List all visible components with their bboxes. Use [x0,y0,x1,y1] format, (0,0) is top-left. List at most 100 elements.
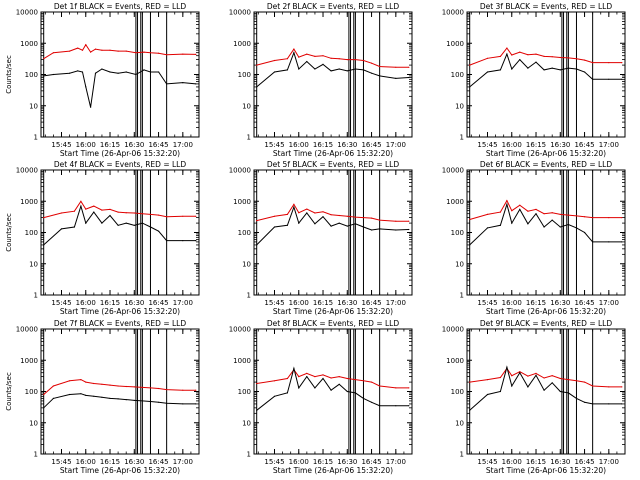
data-point-lld [551,56,553,58]
data-point-lld [395,66,397,68]
data-point-lld [469,218,471,221]
x-tick-label: 16:15 [526,299,546,307]
data-point-lld [293,203,295,205]
data-point-lld [346,377,348,380]
y-axis-label: Counts/sec [5,372,13,411]
data-point-events [559,226,561,228]
data-point-lld [52,385,55,387]
data-point-events [338,68,340,70]
x-tick-label: 15:45 [477,458,497,466]
y-tick-label: 100 [238,229,251,237]
detector-panel-7: Det 7f BLACK = Events, RED = LLD 1 10 100 10… [5,319,200,475]
data-point-lld [273,380,276,382]
x-tick-label: 16:15 [313,141,333,149]
y-axis-label: Counts/sec [5,213,13,252]
data-point-events [166,83,168,85]
data-point-lld [43,217,45,219]
data-point-events [109,71,111,73]
x-tick-label: 16:00 [76,458,96,466]
y-tick-label: 10 [242,260,251,268]
data-point-events [182,82,184,84]
data-point-lld [395,220,397,222]
data-point-lld [371,62,373,64]
data-point-lld [43,393,45,396]
detector-panel-4: Det 4f BLACK = Events, RED = LLD 1 10 100 10… [5,160,200,316]
data-point-lld [486,379,489,381]
data-point-lld [608,386,610,388]
panel-title: Det 4f BLACK = Events, RED = LLD [54,160,187,169]
x-tick-label: 15:45 [51,458,71,466]
x-tick-label: 16:00 [76,299,96,307]
data-point-lld [592,385,594,387]
data-point-events [60,228,63,230]
data-point-lld [256,382,258,385]
data-point-events [90,106,92,108]
data-point-events [330,225,332,227]
data-point-lld [141,213,143,215]
data-point-events [286,224,288,226]
data-point-lld [85,381,87,383]
data-point-events [371,229,373,231]
x-tick-label: 16:45 [148,141,168,149]
data-point-lld [306,53,308,55]
data-point-lld [149,52,152,54]
x-tick-label: 16:45 [574,141,594,149]
x-tick-label: 16:30 [337,299,357,307]
plot-frame [253,11,413,138]
x-axis-label: Start Time (26-Apr-06 15:32:20) [486,307,606,316]
data-point-events [506,53,508,55]
y-tick-label: 10000 [16,326,38,334]
series-line-lld [43,43,196,60]
series-line-lld [256,368,409,389]
data-point-lld [592,217,594,219]
data-point-lld [109,208,111,210]
data-point-lld [158,52,160,54]
data-point-lld [298,56,300,58]
data-point-events [133,399,135,401]
data-point-events [101,68,103,70]
data-point-lld [330,214,332,216]
data-point-lld [469,64,471,66]
x-tick-label: 15:45 [477,141,497,149]
panel-title: Det 8f BLACK = Events, RED = LLD [267,319,400,328]
data-point-lld [575,215,578,217]
series-line-lld [43,200,196,219]
data-point-lld [85,44,87,46]
data-point-lld [141,386,143,388]
data-point-events [69,393,71,396]
data-point-lld [80,379,82,381]
data-point-events [73,226,75,228]
data-point-lld [286,377,288,380]
series-line-lld [469,199,622,220]
x-tick-label: 16:45 [361,458,381,466]
data-point-lld [256,64,258,66]
data-point-lld [314,55,316,58]
data-point-lld [551,375,553,377]
y-tick-label: 1 [247,292,251,300]
data-point-lld [354,379,356,381]
data-point-lld [81,49,84,51]
y-tick-label: 1 [34,134,38,142]
data-point-events [256,409,258,411]
data-point-events [567,223,570,226]
series-line-events [256,366,409,411]
data-point-lld [608,62,610,64]
y-tick-label: 10 [455,102,464,110]
y-tick-label: 1000 [233,198,251,206]
data-point-events [519,208,521,210]
data-point-events [575,68,578,70]
data-point-lld [567,57,570,59]
data-point-events [133,224,135,226]
y-tick-label: 1 [247,134,251,142]
panel-title: Det 9f BLACK = Events, RED = LLD [480,319,613,328]
data-point-events [354,392,356,394]
data-point-events [519,372,521,374]
data-point-events [293,367,295,369]
data-point-events [551,219,553,221]
data-point-events [158,71,160,73]
data-point-lld [166,216,168,218]
y-tick-label: 10 [29,260,38,268]
y-tick-label: 10000 [16,167,38,175]
x-tick-label: 16:45 [574,299,594,307]
y-tick-label: 1 [34,292,38,300]
